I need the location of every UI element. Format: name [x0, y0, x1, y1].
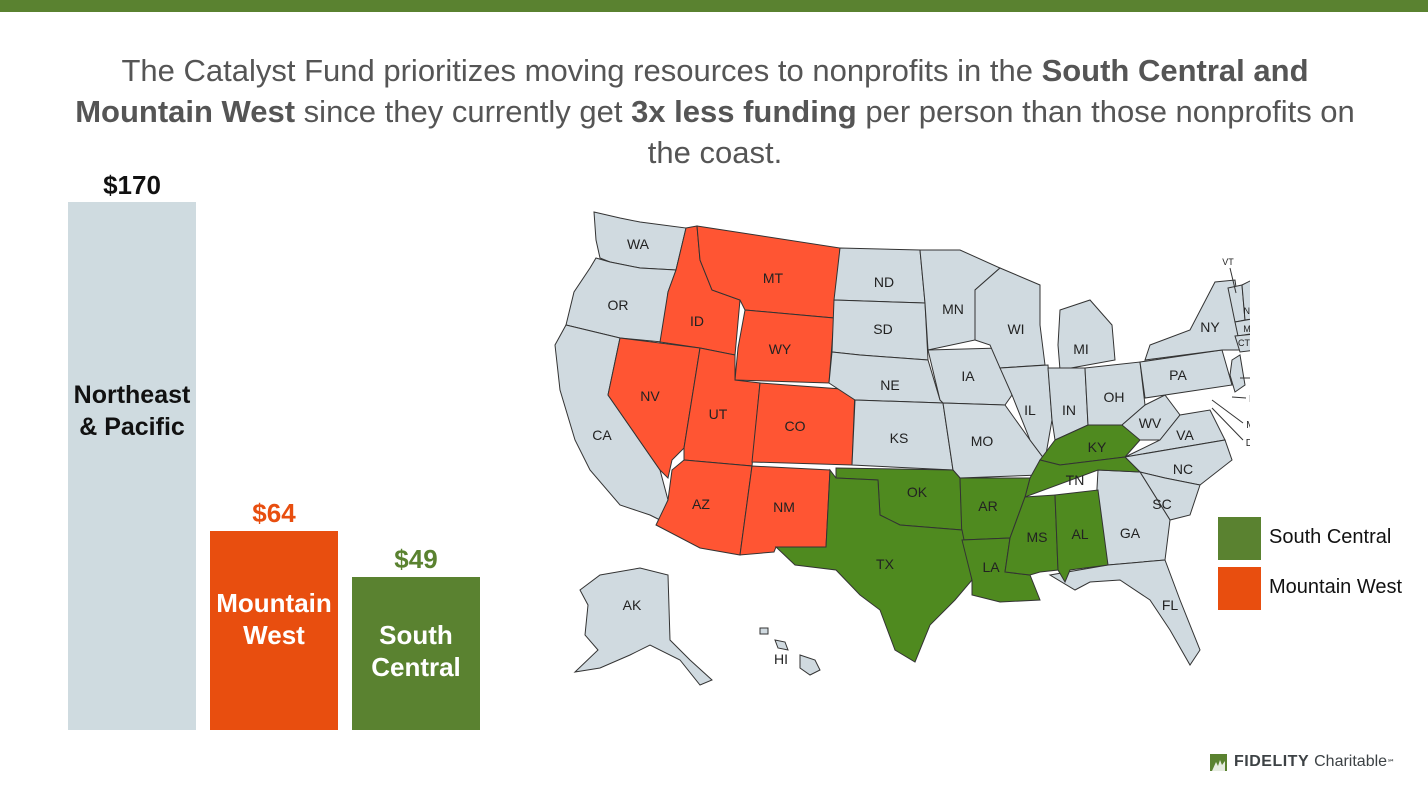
svg-text:WI: WI	[1007, 321, 1024, 337]
svg-text:VT: VT	[1222, 257, 1234, 267]
svg-text:LA: LA	[982, 559, 1000, 575]
svg-text:IL: IL	[1024, 402, 1036, 418]
svg-text:NV: NV	[640, 388, 660, 404]
title-text: per person than those nonprofits on the …	[647, 94, 1355, 170]
bar-value-mountain-west: $64	[252, 498, 296, 528]
legend-swatch-mountain-west	[1218, 567, 1261, 610]
logo-text-bold: FIDELITY	[1234, 753, 1310, 770]
title-bold-funding: 3x less funding	[631, 94, 857, 129]
us-map: WA OR CA NV ID MT WY UT CO AZ NM ND SD N…	[554, 211, 1250, 686]
state-labels: WA OR CA NV ID MT WY UT CO AZ NM ND SD N…	[592, 236, 1250, 667]
svg-text:DC: DC	[1246, 438, 1250, 449]
svg-text:WV: WV	[1139, 415, 1162, 431]
bar-label-mountain-west: Mountain West	[210, 587, 338, 651]
svg-text:VA: VA	[1176, 427, 1194, 443]
legend-label-mountain-west: Mountain West	[1269, 576, 1403, 598]
svg-text:KS: KS	[890, 430, 909, 446]
state-NJ	[1229, 354, 1246, 393]
svg-text:WY: WY	[769, 341, 792, 357]
svg-text:TX: TX	[876, 556, 895, 572]
state-MA	[1234, 318, 1250, 337]
bar-label-line: West	[243, 620, 305, 650]
svg-text:OH: OH	[1104, 389, 1125, 405]
svg-text:MO: MO	[971, 433, 994, 449]
state-CT	[1234, 333, 1250, 353]
svg-text:MD: MD	[1246, 420, 1250, 431]
state-VA	[1124, 409, 1226, 458]
state-HI-2	[774, 639, 789, 651]
svg-text:ND: ND	[874, 274, 894, 290]
svg-text:NM: NM	[773, 499, 795, 515]
legend-label-south-central: South Central	[1269, 526, 1392, 548]
svg-text:WA: WA	[627, 236, 650, 252]
svg-text:OK: OK	[907, 484, 928, 500]
svg-text:GA: GA	[1120, 525, 1141, 541]
svg-text:ID: ID	[690, 313, 704, 329]
svg-text:CA: CA	[592, 427, 612, 443]
bar-label-line: Northeast	[73, 381, 191, 409]
svg-text:AL: AL	[1071, 526, 1088, 542]
bar-label-south-central: South Central	[352, 619, 480, 683]
bar-value-south-central: $49	[394, 544, 438, 574]
legend-swatch-south-central	[1218, 517, 1261, 560]
bar-label-line: South	[379, 620, 453, 650]
bar-south-central: South Central	[352, 577, 480, 730]
title-bold-regions: South Central and Mountain West	[75, 53, 1309, 129]
svg-text:SD: SD	[873, 321, 892, 337]
state-MS	[1004, 494, 1059, 576]
state-AL	[1054, 489, 1109, 584]
svg-text:AR: AR	[978, 498, 997, 514]
state-HI-3	[759, 627, 769, 635]
logo-service-mark: ℠	[1387, 757, 1396, 767]
title-text: The Catalyst Fund prioritizes moving res…	[121, 53, 1042, 88]
state-TN	[1024, 456, 1142, 498]
svg-text:AK: AK	[623, 597, 642, 613]
svg-text:NC: NC	[1173, 461, 1193, 477]
svg-text:OR: OR	[608, 297, 629, 313]
svg-text:HI: HI	[774, 651, 788, 667]
state-TX	[774, 468, 973, 663]
leader-lines	[1211, 267, 1250, 441]
svg-text:MN: MN	[942, 301, 964, 317]
top-accent-bar	[0, 0, 1428, 12]
svg-text:MS: MS	[1027, 529, 1048, 545]
svg-text:IN: IN	[1062, 402, 1076, 418]
logo-text-light: Charitable	[1314, 753, 1388, 770]
state-FL	[1048, 559, 1201, 666]
state-NY	[1144, 279, 1243, 361]
svg-text:NH: NH	[1244, 306, 1251, 316]
svg-text:MT: MT	[763, 270, 784, 286]
state-MI	[1057, 299, 1116, 371]
svg-text:MA: MA	[1243, 324, 1250, 334]
svg-text:PA: PA	[1169, 367, 1187, 383]
svg-text:IA: IA	[961, 368, 975, 384]
chart-title: The Catalyst Fund prioritizes moving res…	[60, 50, 1370, 173]
svg-text:KY: KY	[1088, 439, 1107, 455]
bar-label-line: Central	[371, 652, 461, 682]
svg-text:UT: UT	[709, 406, 728, 422]
bar-value-northeast: $170	[103, 170, 161, 200]
svg-text:TN: TN	[1066, 472, 1085, 488]
state-HI	[799, 654, 821, 676]
state-NH	[1241, 280, 1250, 321]
svg-text:CT: CT	[1238, 338, 1250, 348]
bar-label-line: Mountain	[216, 588, 332, 618]
svg-text:DE: DE	[1249, 394, 1250, 405]
svg-text:CO: CO	[785, 418, 806, 434]
title-text: since they currently get	[295, 94, 632, 129]
bar-mountain-west: Mountain West	[210, 531, 338, 730]
bar-northeast-pacific: Northeast & Pacific	[68, 202, 196, 730]
svg-text:NE: NE	[880, 377, 899, 393]
svg-text:SC: SC	[1152, 496, 1171, 512]
svg-text:MI: MI	[1073, 341, 1089, 357]
svg-text:AZ: AZ	[692, 496, 710, 512]
svg-text:NY: NY	[1200, 319, 1220, 335]
fidelity-charitable-logo: FIDELITY Charitable ℠	[1210, 753, 1395, 771]
bar-label-line: & Pacific	[79, 413, 185, 441]
bar-label-northeast: Northeast & Pacific	[68, 379, 196, 443]
state-AK	[573, 567, 713, 686]
svg-text:FL: FL	[1162, 597, 1179, 613]
state-WY	[734, 309, 835, 384]
logo-mark-icon	[1210, 753, 1227, 771]
